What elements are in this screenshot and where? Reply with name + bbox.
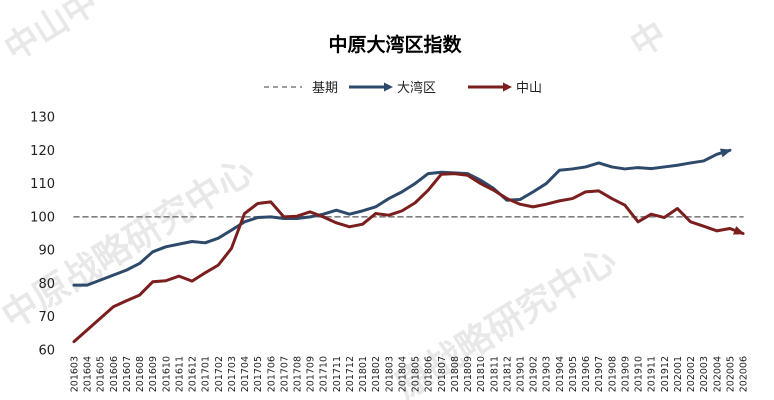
x-tick-label: 201710 xyxy=(319,356,330,392)
x-tick-label: 201704 xyxy=(240,356,251,392)
x-tick-label: 201712 xyxy=(345,356,356,392)
x-tick-label: 202004 xyxy=(712,356,723,392)
legend: 基期 大湾区 中山 xyxy=(264,80,542,96)
x-tick-label: 201609 xyxy=(148,356,159,392)
x-tick-label: 201608 xyxy=(135,356,146,392)
legend-label: 大湾区 xyxy=(397,80,436,96)
series-end-arrow xyxy=(719,148,732,158)
x-tick-label: 201805 xyxy=(411,356,422,392)
x-tick-label: 201807 xyxy=(437,356,448,392)
series-end-arrow xyxy=(732,226,745,235)
x-tick-label: 201904 xyxy=(555,356,566,392)
y-tick-label: 80 xyxy=(38,277,55,292)
x-tick-label: 201605 xyxy=(96,356,107,392)
x-tick-label: 201911 xyxy=(647,356,658,392)
x-tick-label: 201906 xyxy=(581,356,592,392)
x-tick-label: 201604 xyxy=(83,356,94,392)
x-tick-label: 201709 xyxy=(306,356,317,392)
x-tick-label: 202002 xyxy=(686,356,697,392)
y-tick-label: 110 xyxy=(30,177,55,192)
x-tick-label: 201806 xyxy=(424,356,435,392)
x-tick-label: 201606 xyxy=(109,356,120,392)
legend-arrow xyxy=(503,82,512,92)
x-tick-label: 201708 xyxy=(293,356,304,392)
x-tick-label: 201809 xyxy=(463,356,474,392)
legend-label: 基期 xyxy=(312,81,338,96)
x-tick-label: 201811 xyxy=(489,356,500,392)
x-tick-label: 201706 xyxy=(266,356,277,392)
y-tick-label: 90 xyxy=(38,244,55,259)
legend-arrow xyxy=(384,82,393,92)
x-tick-label: 201603 xyxy=(70,356,81,392)
x-tick-label: 201701 xyxy=(201,356,212,392)
y-tick-label: 100 xyxy=(30,210,55,225)
x-tick-label: 202003 xyxy=(699,356,710,392)
x-tick-label: 201702 xyxy=(214,356,225,392)
x-tick-label: 201612 xyxy=(188,356,199,392)
x-tick-label: 201908 xyxy=(607,356,618,392)
x-tick-label: 201610 xyxy=(161,356,172,392)
x-tick-label: 202006 xyxy=(739,356,750,392)
x-tick-label: 201812 xyxy=(502,356,513,392)
x-tick-label: 201912 xyxy=(660,356,671,392)
x-tick-label: 202005 xyxy=(725,356,736,392)
x-tick-label: 201711 xyxy=(332,356,343,392)
x-tick-label: 201909 xyxy=(620,356,631,392)
x-axis: 201603 201604 201605 201606 201607 201608 2016… xyxy=(70,356,750,392)
y-axis: 60 70 80 90 100 110 120 130 xyxy=(30,111,55,359)
watermark-top-right: 中 xyxy=(624,14,674,66)
series-line xyxy=(72,172,745,344)
x-tick-label: 201803 xyxy=(384,356,395,392)
chart-title: 中原大湾区指数 xyxy=(328,33,462,56)
series-layer xyxy=(72,148,745,344)
y-tick-label: 60 xyxy=(38,344,55,359)
legend-label: 中山 xyxy=(516,81,542,96)
series-line xyxy=(72,148,732,287)
x-tick-label: 201903 xyxy=(542,356,553,392)
x-tick-label: 201810 xyxy=(476,356,487,392)
x-tick-label: 201802 xyxy=(371,356,382,392)
x-tick-label: 201907 xyxy=(594,356,605,392)
watermark-top-left: 中山中 xyxy=(0,0,105,70)
x-tick-label: 201901 xyxy=(516,356,527,392)
x-tick-label: 201611 xyxy=(174,356,185,392)
y-tick-label: 70 xyxy=(38,310,55,325)
x-tick-label: 202001 xyxy=(673,356,684,392)
x-tick-label: 201804 xyxy=(397,356,408,392)
x-tick-label: 201905 xyxy=(568,356,579,392)
y-tick-label: 120 xyxy=(30,144,55,159)
x-tick-label: 201703 xyxy=(227,356,238,392)
x-tick-label: 201705 xyxy=(253,356,264,392)
x-tick-label: 201801 xyxy=(358,356,369,392)
x-tick-label: 201910 xyxy=(634,356,645,392)
y-tick-label: 130 xyxy=(30,111,55,126)
x-tick-label: 201607 xyxy=(122,356,133,392)
x-tick-label: 201808 xyxy=(450,356,461,392)
x-tick-label: 201902 xyxy=(529,356,540,392)
x-tick-label: 201707 xyxy=(279,356,290,392)
